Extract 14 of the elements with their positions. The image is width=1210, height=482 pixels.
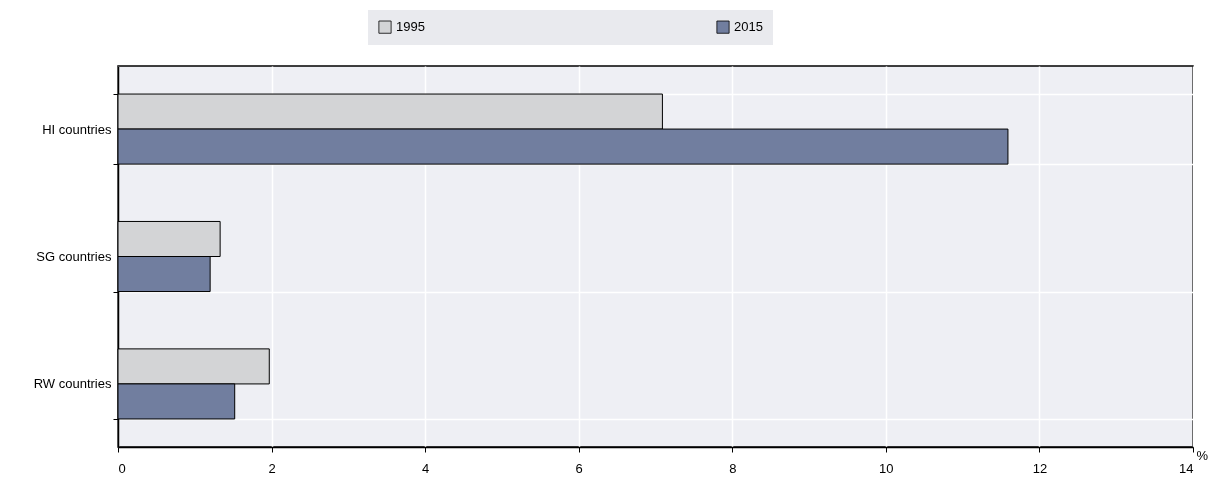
x-axis-title: % — [1196, 447, 1209, 463]
x-tick-label: 4 — [422, 460, 430, 476]
x-tick-label: 0 — [118, 460, 126, 476]
x-tick-label: 6 — [575, 460, 583, 476]
x-tick-label: 14 — [1179, 460, 1194, 476]
x-tick-label: 8 — [729, 460, 737, 476]
legend-label: 2015 — [734, 19, 763, 35]
x-tick-label: 10 — [879, 460, 894, 476]
y-tick-label: RW countries — [33, 376, 112, 392]
legend-label: 1995 — [396, 19, 425, 35]
y-tick-label: HI countries — [42, 121, 112, 137]
x-tick-label: 2 — [268, 460, 276, 476]
y-tick-label: SG countries — [36, 249, 112, 264]
x-tick-label: 12 — [1032, 460, 1048, 476]
